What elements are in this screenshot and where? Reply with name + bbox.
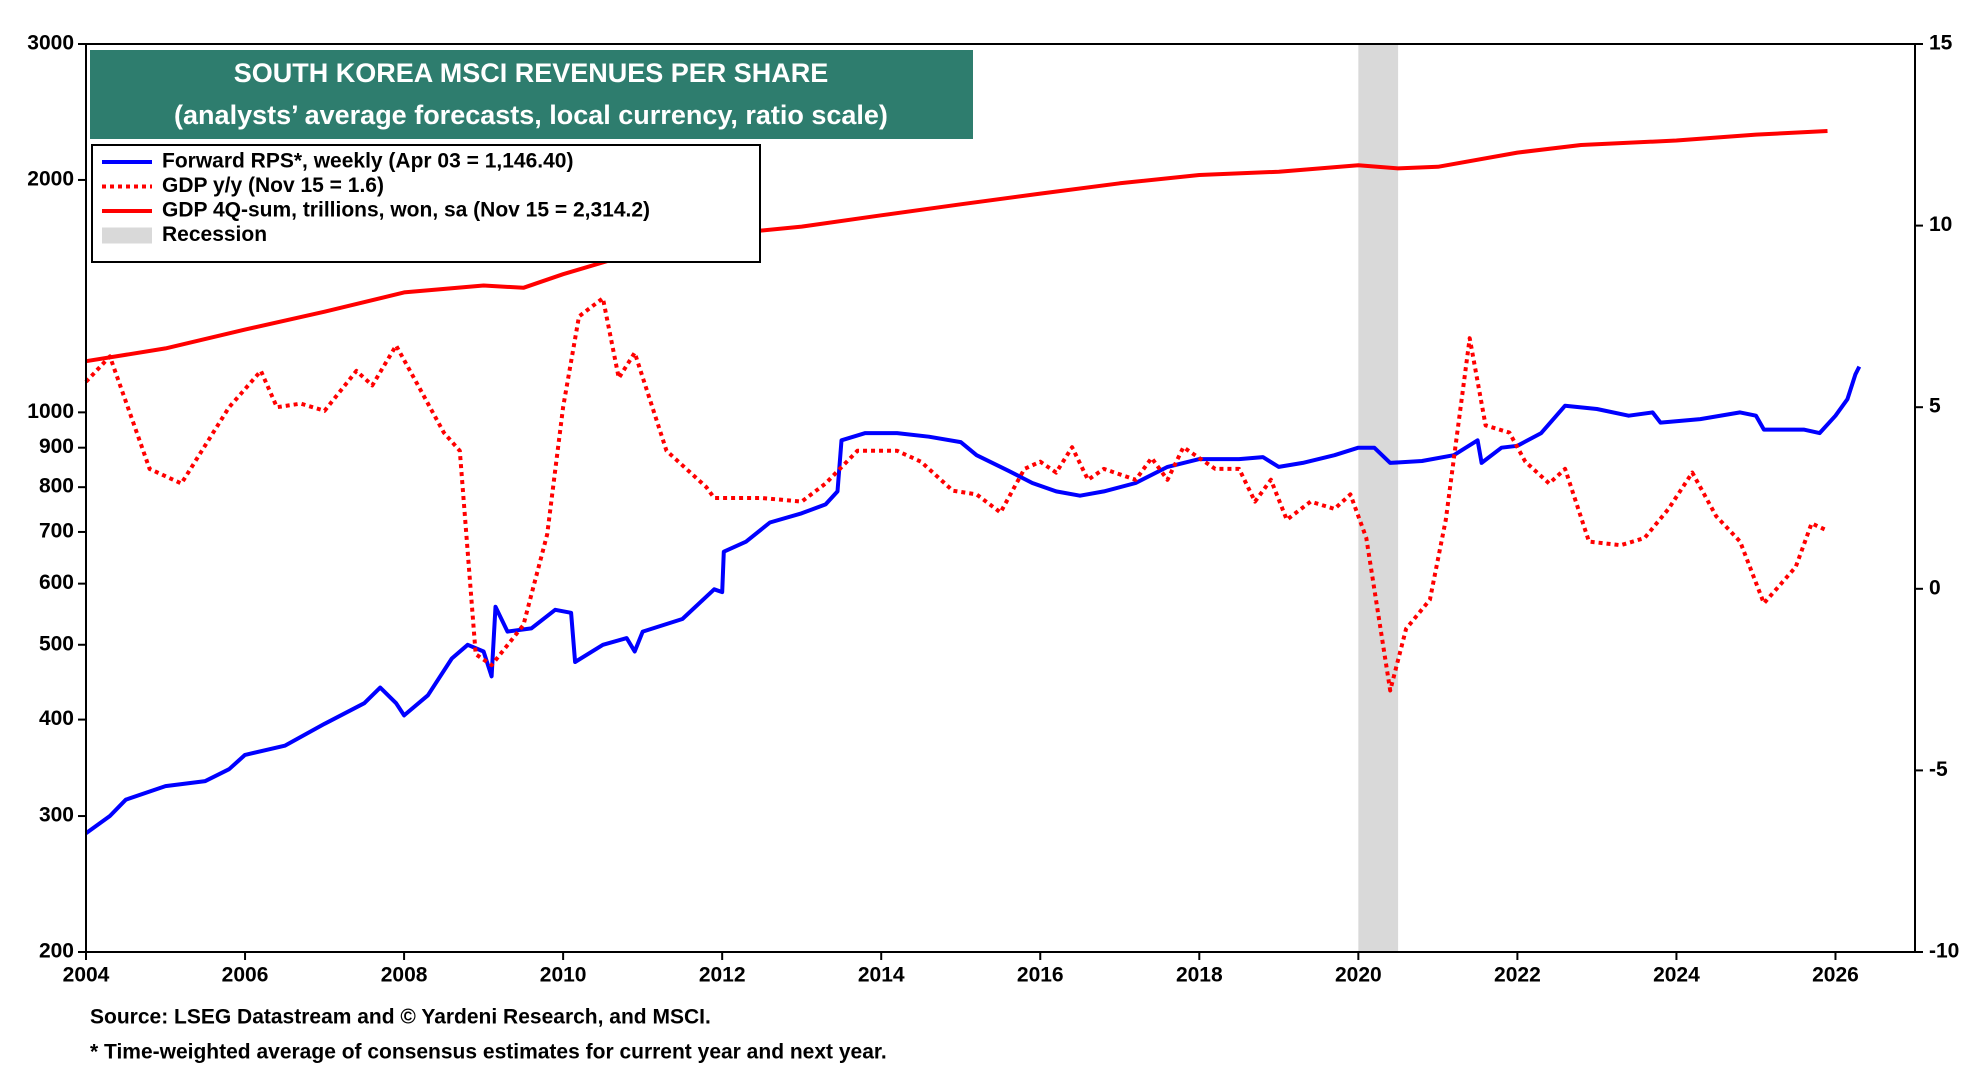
x-tick-label: 2024	[1653, 964, 1700, 987]
legend-swatch	[102, 227, 152, 244]
legend-label: Recession	[162, 223, 267, 246]
y-tick-label: 300	[39, 804, 74, 827]
y2-tick-label: 5	[1929, 395, 1941, 418]
y-tick-label: 1000	[27, 400, 74, 423]
y-tick-label: 200	[39, 940, 74, 963]
title-box	[90, 50, 973, 139]
y2-tick-label: -10	[1929, 940, 1959, 963]
legend-label: GDP y/y (Nov 15 = 1.6)	[162, 174, 384, 197]
legend-label: GDP 4Q-sum, trillions, won, sa (Nov 15 =…	[162, 199, 650, 222]
x-tick-label: 2026	[1812, 964, 1859, 987]
legend-label: Forward RPS*, weekly (Apr 03 = 1,146.40)	[162, 150, 573, 173]
y-tick-label: 600	[39, 571, 74, 594]
series-line	[84, 365, 1862, 835]
series-line	[84, 296, 1829, 693]
y-tick-label: 900	[39, 435, 74, 458]
plot-frame	[85, 43, 1916, 953]
y-tick-label: 3000	[27, 32, 74, 55]
recession-band	[1358, 44, 1399, 952]
legend: Forward RPS*, weekly (Apr 03 = 1,146.40)…	[102, 150, 650, 246]
footnote: * Time-weighted average of consensus est…	[90, 1041, 887, 1064]
x-tick-label: 2004	[63, 964, 110, 987]
chart-subtitle: (analysts’ average forecasts, local curr…	[174, 100, 888, 130]
y-tick-label: 2000	[27, 167, 74, 190]
y2-tick-label: 10	[1929, 213, 1952, 236]
y-tick-label: 700	[39, 519, 74, 542]
x-tick-label: 2006	[222, 964, 269, 987]
legend-box	[91, 144, 761, 263]
y2-tick-label: 0	[1929, 576, 1941, 599]
x-tick-label: 2022	[1494, 964, 1541, 987]
y2-tick-label: 15	[1929, 32, 1953, 55]
series-line	[85, 129, 1828, 364]
x-tick-label: 2018	[1176, 964, 1223, 987]
chart-title: SOUTH KOREA MSCI REVENUES PER SHARE	[234, 58, 829, 88]
x-tick-label: 2016	[1017, 964, 1064, 987]
x-tick-label: 2014	[858, 964, 905, 987]
source-note: Source: LSEG Datastream and © Yardeni Re…	[90, 1006, 711, 1029]
y2-tick-label: -5	[1929, 758, 1948, 781]
plot-area	[84, 44, 1862, 952]
x-tick-label: 2020	[1335, 964, 1382, 987]
y-tick-label: 400	[39, 707, 74, 730]
x-tick-label: 2008	[381, 964, 428, 987]
y-tick-label: 800	[39, 475, 74, 498]
y-tick-label: 500	[39, 632, 74, 655]
x-tick-label: 2010	[540, 964, 587, 987]
x-tick-label: 2012	[699, 964, 746, 987]
